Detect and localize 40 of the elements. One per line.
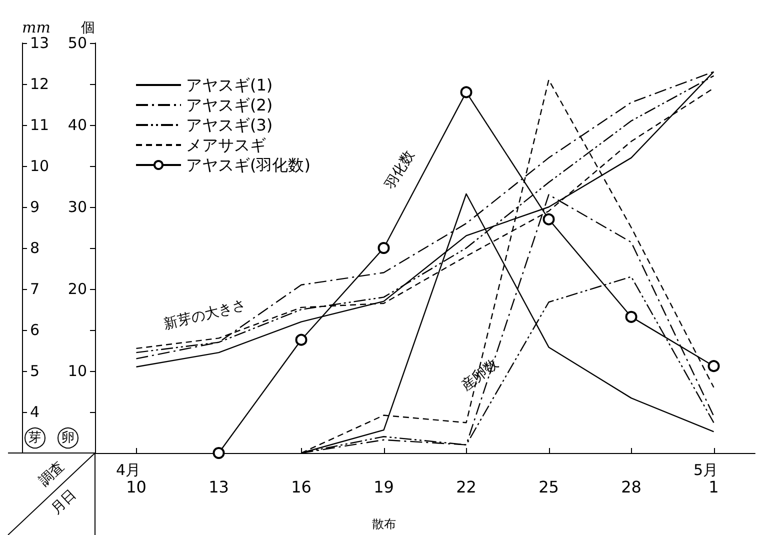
y2-tick-label: 50 — [68, 34, 87, 52]
y-axis-title: mm — [22, 18, 50, 36]
y2-axis-title: 個 — [81, 20, 95, 36]
x-tick-label: 16 — [291, 478, 312, 496]
y-tick-label: 9 — [30, 198, 40, 216]
y-tick-label: 7 — [30, 280, 40, 298]
text: 調査 — [36, 458, 68, 490]
x-tick-label: 22 — [456, 478, 476, 496]
y2-tick-label: 10 — [68, 362, 87, 380]
y-tick-label: 6 — [30, 321, 40, 339]
text: 卵 — [62, 430, 74, 446]
text: 月日 — [48, 486, 80, 518]
y2-tick-label: 40 — [68, 116, 87, 134]
text: 芽 — [28, 430, 42, 446]
annotation: 羽化数 — [382, 148, 418, 193]
y-tick-label: 4 — [30, 403, 40, 421]
x-tick-label: 1 — [708, 478, 719, 496]
text: 4月 — [116, 461, 141, 479]
text: 散布 — [372, 517, 396, 531]
legend-label: アヤスギ(2) — [186, 96, 273, 114]
annotation: 産卵数 — [458, 356, 502, 394]
y-tick-label: 11 — [30, 116, 50, 134]
y-tick-label: 8 — [30, 239, 40, 257]
legend-label: アヤスギ(3) — [186, 116, 273, 134]
y-tick-label: 13 — [30, 34, 50, 52]
text: 5月 — [693, 461, 718, 479]
x-tick-label: 25 — [538, 478, 559, 496]
y-tick-label: 12 — [30, 75, 50, 93]
y-tick-label: 5 — [30, 362, 40, 380]
y2-tick-label: 30 — [68, 198, 87, 216]
x-tick-label: 28 — [621, 478, 642, 496]
x-tick-label: 13 — [208, 478, 229, 496]
annotation: 新芽の大きさ — [162, 297, 248, 333]
x-tick-label: 19 — [374, 478, 394, 496]
x-tick-label: 10 — [126, 478, 146, 496]
y2-tick-label: 20 — [68, 280, 87, 298]
y-tick-label: 10 — [30, 157, 50, 175]
legend-label: アヤスギ(羽化数) — [186, 156, 310, 174]
legend-label: アヤスギ(1) — [186, 76, 273, 94]
legend-label: メアサスギ — [186, 136, 266, 154]
